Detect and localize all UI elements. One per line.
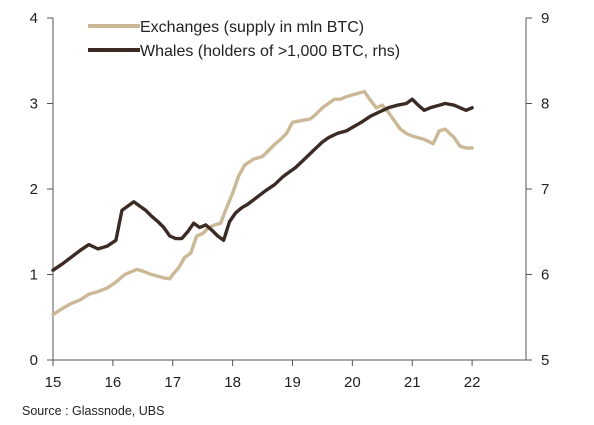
legend: Exchanges (supply in mln BTC) Whales (hol… bbox=[88, 19, 400, 60]
whales-legend-label: Whales (holders of >1,000 BTC, rhs) bbox=[140, 43, 400, 60]
x-tick-label: 17 bbox=[164, 374, 181, 391]
x-tick-label: 22 bbox=[464, 374, 481, 391]
x-tick-label: 16 bbox=[105, 374, 122, 391]
exchanges-legend-label: Exchanges (supply in mln BTC) bbox=[140, 19, 364, 36]
x-tick-label: 20 bbox=[344, 374, 361, 391]
x-tick-label: 15 bbox=[45, 374, 62, 391]
left-tick-label: 2 bbox=[30, 181, 38, 198]
left-tick-label: 3 bbox=[30, 96, 38, 113]
left-tick-label: 0 bbox=[30, 352, 38, 369]
right-tick-label: 7 bbox=[541, 181, 549, 198]
right-tick-label: 8 bbox=[541, 96, 549, 113]
right-tick-label: 5 bbox=[541, 352, 549, 369]
right-tick-label: 6 bbox=[541, 267, 549, 284]
axes: 0 1 2 3 4 5 6 7 8 9 15 16 17 18 19 20 21 22 bbox=[30, 10, 550, 391]
series-lines bbox=[51, 89, 474, 317]
left-tick-label: 1 bbox=[30, 267, 38, 284]
x-tick-label: 21 bbox=[404, 374, 421, 391]
x-tick-label: 18 bbox=[224, 374, 241, 391]
whales-series-line bbox=[51, 97, 474, 272]
left-tick-label: 4 bbox=[30, 10, 38, 27]
right-tick-label: 9 bbox=[541, 10, 549, 27]
x-tick-label: 19 bbox=[284, 374, 301, 391]
exchanges-series-line bbox=[51, 89, 474, 317]
source-note: Source : Glassnode, UBS bbox=[22, 404, 165, 418]
